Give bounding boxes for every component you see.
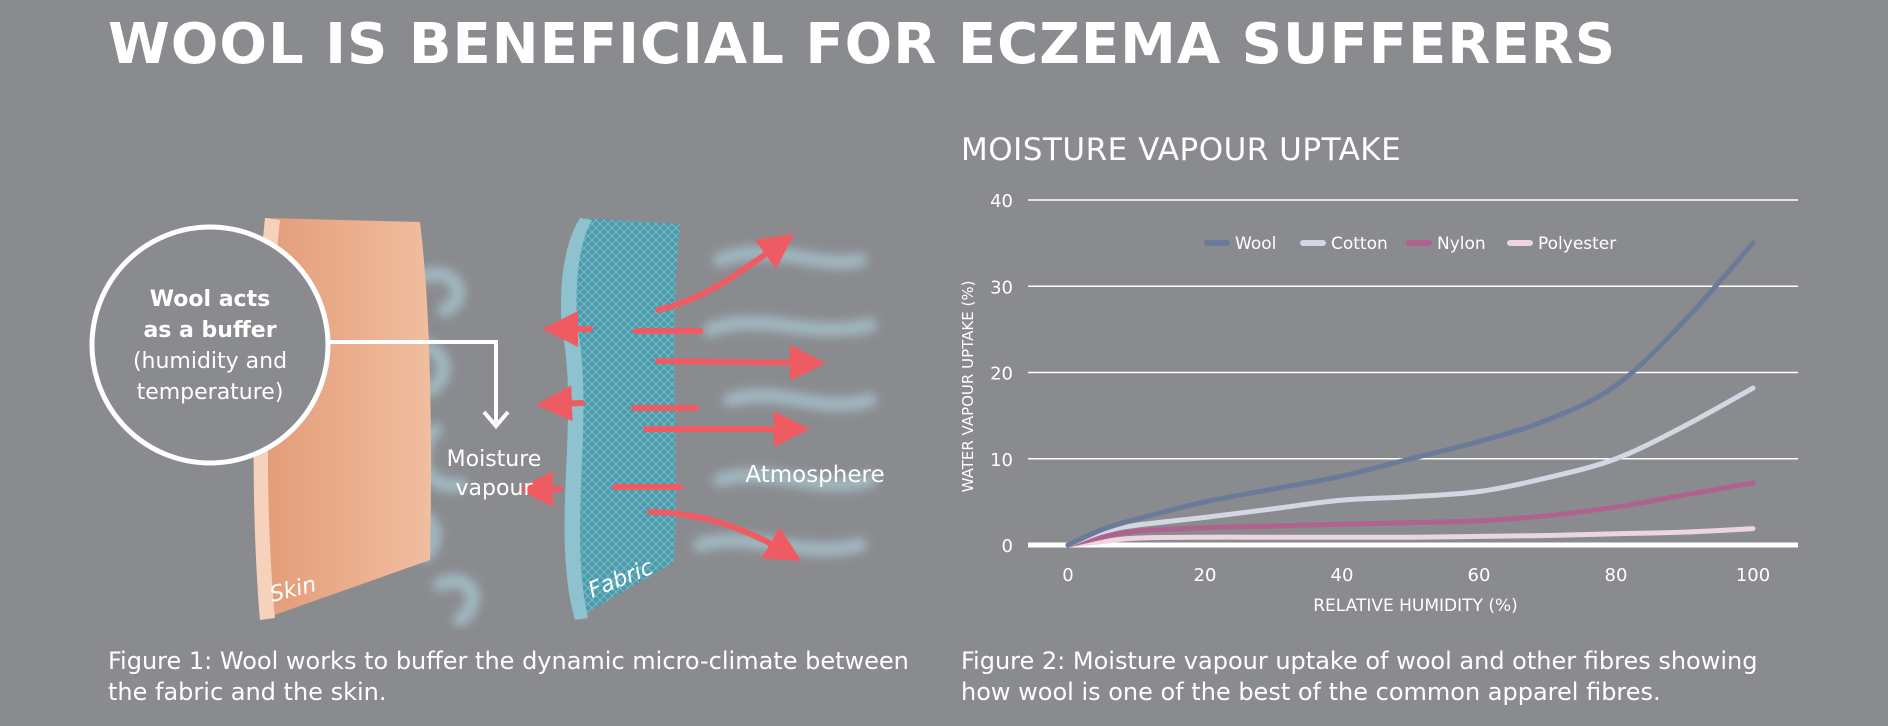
buffer-line-4: temperature)	[137, 380, 284, 405]
x-tick-label: 60	[1468, 565, 1491, 586]
buffer-line-3: (humidity and	[133, 349, 287, 374]
series-line-polyester	[1065, 526, 1756, 548]
legend-label-nylon: Nylon	[1437, 234, 1486, 254]
y-tick-label: 20	[990, 364, 1013, 385]
legend-label-cotton: Cotton	[1331, 234, 1388, 254]
x-tick-label: 20	[1194, 565, 1217, 586]
x-tick-label: 0	[1062, 565, 1073, 586]
legend-label-wool: Wool	[1235, 234, 1276, 254]
legend-label-polyester: Polyester	[1538, 234, 1616, 254]
atmosphere-label: Atmosphere	[745, 462, 884, 488]
series-line-nylon	[1065, 480, 1756, 548]
buffer-callout: Wool acts as a buffer (humidity and temp…	[89, 224, 331, 466]
buffer-line-2: as a buffer	[143, 318, 276, 343]
vapour-flow-arrows	[517, 233, 826, 562]
figure-2-caption: Figure 2: Moisture vapour uptake of wool…	[961, 647, 1758, 706]
moisture-label-line-1: Moisture	[447, 447, 542, 472]
y-axis-label: WATER VAPOUR UPTAKE (%)	[959, 281, 977, 493]
series-line-cotton	[1065, 385, 1756, 548]
y-tick-label: 0	[1002, 536, 1013, 557]
x-tick-label: 80	[1605, 565, 1628, 586]
y-tick-label: 40	[990, 191, 1013, 212]
x-tick-label: 40	[1331, 565, 1354, 586]
series-line-wool	[1065, 240, 1756, 548]
buffer-connector	[328, 340, 510, 430]
micro-climate-illustration: Skin Fabric Wool acts as a buffer (humid…	[89, 218, 885, 627]
chart-title: MOISTURE VAPOUR UPTAKE	[961, 132, 1402, 168]
moisture-label-line-2: vapour	[456, 476, 534, 501]
moisture-uptake-chart: 0 10 20 30 40 0 20 40 60 80 100 RELATIVE HUMIDITY (…	[959, 191, 1798, 616]
y-tick-label: 30	[990, 277, 1013, 298]
y-tick-label: 10	[990, 450, 1013, 471]
buffer-line-1: Wool acts	[150, 287, 270, 312]
figure-1-caption: Figure 1: Wool works to buffer the dynam…	[108, 647, 909, 706]
fabric-layer: Fabric	[560, 218, 680, 620]
x-tick-label: 100	[1736, 565, 1770, 586]
x-axis-label: RELATIVE HUMIDITY (%)	[1313, 596, 1518, 616]
page-title: WOOL IS BENEFICIAL FOR ECZEMA SUFFERERS	[108, 12, 1617, 77]
